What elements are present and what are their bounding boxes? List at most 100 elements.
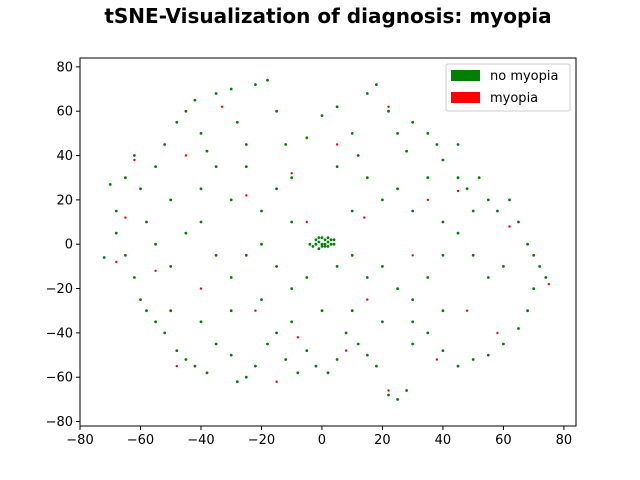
point-no-myopia-135 — [320, 309, 324, 313]
point-no-myopia-127 — [396, 187, 399, 191]
point-myopia-22 — [305, 220, 308, 224]
y-tick-label-2: −40 — [46, 326, 73, 341]
point-no-myopia-12 — [199, 132, 203, 135]
point-no-myopia-80 — [184, 358, 188, 361]
point-no-myopia-34 — [426, 132, 430, 135]
point-no-myopia-21 — [284, 143, 288, 146]
point-no-myopia-79 — [193, 364, 197, 368]
point-no-myopia-159 — [332, 242, 336, 246]
point-no-myopia-72 — [266, 342, 269, 346]
point-no-myopia-145 — [329, 242, 333, 246]
point-no-myopia-94 — [214, 253, 218, 257]
legend: no myopia myopia — [445, 63, 571, 112]
point-no-myopia-90 — [154, 242, 158, 246]
x-tick-label-3: −20 — [248, 433, 275, 448]
point-no-myopia-17 — [244, 165, 248, 169]
point-no-myopia-73 — [254, 364, 257, 368]
point-no-myopia-100 — [305, 276, 309, 279]
point-myopia-0 — [133, 158, 136, 162]
point-no-myopia-15 — [229, 87, 233, 91]
point-no-myopia-121 — [471, 209, 475, 213]
point-myopia-24 — [175, 364, 178, 368]
point-no-myopia-109 — [456, 231, 460, 235]
point-no-myopia-55 — [441, 349, 445, 352]
legend-label-myopia: myopia — [490, 91, 538, 106]
point-no-myopia-31 — [396, 132, 399, 135]
point-no-myopia-4 — [139, 187, 142, 191]
point-no-myopia-61 — [375, 364, 378, 368]
point-no-myopia-13 — [205, 149, 209, 153]
point-no-myopia-89 — [102, 256, 106, 259]
x-axis-ticks: −80 −60 −40 −20 0 20 40 60 80 — [66, 426, 572, 448]
point-no-myopia-45 — [532, 253, 536, 257]
point-no-myopia-122 — [214, 165, 218, 169]
point-no-myopia-108 — [441, 253, 445, 257]
y-tick-label-7: 60 — [56, 105, 73, 120]
point-myopia-16 — [154, 269, 157, 272]
point-no-myopia-103 — [365, 276, 369, 279]
point-no-myopia-116 — [290, 220, 294, 224]
point-no-myopia-52 — [486, 353, 490, 357]
point-no-myopia-149 — [320, 236, 324, 240]
point-no-myopia-71 — [275, 331, 278, 335]
point-no-myopia-51 — [502, 342, 505, 346]
point-no-myopia-99 — [290, 287, 294, 290]
point-no-myopia-146 — [311, 245, 315, 248]
point-no-myopia-140 — [314, 242, 318, 246]
point-no-myopia-81 — [175, 349, 179, 352]
point-myopia-27 — [115, 260, 118, 264]
point-no-myopia-67 — [314, 364, 318, 368]
point-no-myopia-86 — [133, 276, 136, 279]
point-no-myopia-124 — [275, 187, 278, 191]
point-no-myopia-133 — [260, 298, 263, 301]
y-tick-label-1: −60 — [46, 371, 73, 386]
plot-frame — [79, 57, 577, 427]
point-no-myopia-27 — [356, 154, 360, 157]
point-no-myopia-132 — [229, 309, 233, 313]
point-no-myopia-138 — [411, 320, 415, 324]
points-layer — [102, 78, 550, 401]
point-no-myopia-74 — [244, 375, 248, 379]
point-no-myopia-76 — [229, 353, 233, 357]
point-myopia-8 — [547, 282, 550, 286]
point-myopia-15 — [199, 287, 203, 290]
point-no-myopia-97 — [260, 242, 263, 246]
point-no-myopia-10 — [184, 109, 188, 113]
point-no-myopia-129 — [456, 143, 460, 146]
point-myopia-13 — [296, 336, 299, 339]
point-no-myopia-98 — [275, 265, 278, 268]
point-no-myopia-11 — [193, 98, 197, 102]
point-no-myopia-105 — [396, 287, 399, 290]
point-no-myopia-134 — [290, 320, 294, 324]
point-no-myopia-41 — [496, 209, 499, 213]
point-no-myopia-85 — [139, 298, 142, 301]
point-no-myopia-153 — [308, 242, 312, 246]
point-no-myopia-83 — [154, 320, 158, 324]
point-myopia-5 — [387, 105, 390, 109]
point-no-myopia-156 — [329, 238, 333, 242]
point-no-myopia-48 — [532, 287, 536, 290]
point-no-myopia-59 — [396, 398, 399, 401]
point-myopia-7 — [508, 225, 511, 228]
point-no-myopia-60 — [387, 393, 390, 397]
point-no-myopia-144 — [326, 240, 330, 244]
point-no-myopia-112 — [502, 265, 505, 268]
point-no-myopia-148 — [323, 245, 327, 248]
point-no-myopia-75 — [235, 380, 239, 384]
point-no-myopia-154 — [323, 242, 327, 246]
point-no-myopia-142 — [320, 242, 324, 246]
point-no-myopia-0 — [108, 183, 112, 186]
point-myopia-23 — [335, 143, 339, 146]
point-no-myopia-50 — [517, 327, 520, 330]
point-no-myopia-47 — [544, 276, 548, 279]
point-no-myopia-143 — [323, 238, 327, 242]
point-no-myopia-120 — [441, 220, 445, 224]
point-myopia-6 — [456, 189, 460, 193]
point-no-myopia-35 — [435, 143, 439, 146]
point-no-myopia-131 — [199, 320, 203, 324]
point-no-myopia-77 — [214, 342, 218, 346]
x-tick-label-2: −40 — [187, 433, 214, 448]
point-no-myopia-8 — [169, 198, 173, 202]
point-no-myopia-125 — [335, 165, 339, 169]
